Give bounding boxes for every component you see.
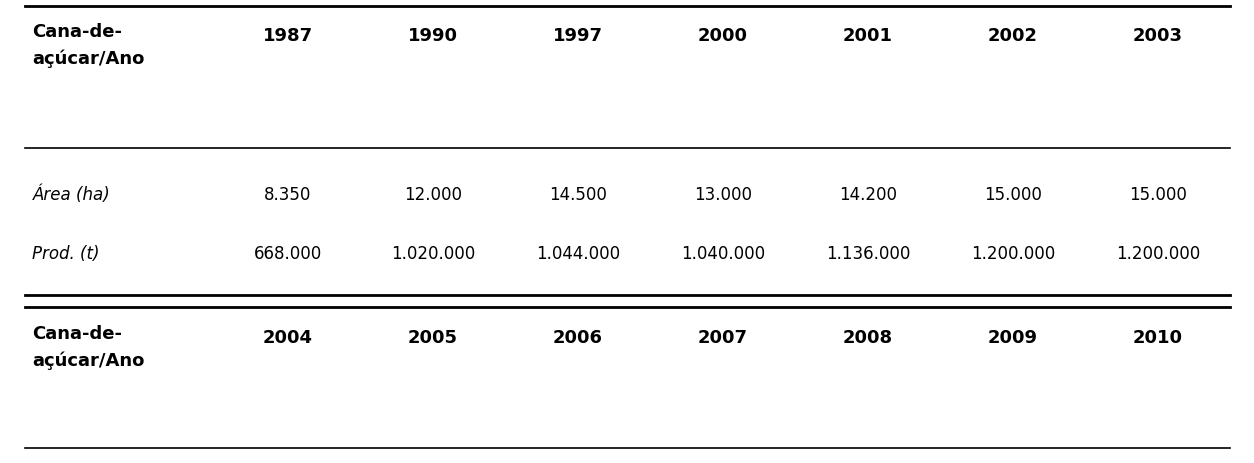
Text: 14.200: 14.200	[839, 186, 897, 204]
Text: 14.500: 14.500	[549, 186, 607, 204]
Text: 1.136.000: 1.136.000	[825, 245, 910, 263]
Text: 2008: 2008	[843, 329, 893, 347]
Text: 2000: 2000	[698, 27, 747, 45]
Text: 1997: 1997	[553, 27, 603, 45]
Text: 2003: 2003	[1132, 27, 1183, 45]
Text: 13.000: 13.000	[693, 186, 752, 204]
Text: 1.200.000: 1.200.000	[1116, 245, 1200, 263]
Text: 2006: 2006	[553, 329, 603, 347]
Text: 1.200.000: 1.200.000	[971, 245, 1055, 263]
Text: 2009: 2009	[988, 329, 1038, 347]
Text: 2007: 2007	[698, 329, 747, 347]
Text: 1.040.000: 1.040.000	[681, 245, 765, 263]
Text: 15.000: 15.000	[1129, 186, 1186, 204]
Text: 2005: 2005	[408, 329, 458, 347]
Text: Área (ha): Área (ha)	[33, 186, 110, 205]
Text: 2002: 2002	[988, 27, 1038, 45]
Text: 2001: 2001	[843, 27, 893, 45]
Text: Cana-de-
açúcar/Ano: Cana-de- açúcar/Ano	[33, 23, 144, 68]
Text: 2004: 2004	[263, 329, 312, 347]
Text: 1990: 1990	[408, 27, 458, 45]
Text: 668.000: 668.000	[253, 245, 322, 263]
Text: 1987: 1987	[263, 27, 314, 45]
Text: 15.000: 15.000	[984, 186, 1042, 204]
Text: 12.000: 12.000	[404, 186, 461, 204]
Text: 2010: 2010	[1132, 329, 1183, 347]
Text: 1.020.000: 1.020.000	[391, 245, 475, 263]
Text: 1.044.000: 1.044.000	[535, 245, 619, 263]
Text: 8.350: 8.350	[265, 186, 311, 204]
Text: Prod. (t): Prod. (t)	[33, 245, 100, 263]
Text: Cana-de-
açúcar/Ano: Cana-de- açúcar/Ano	[33, 325, 144, 370]
